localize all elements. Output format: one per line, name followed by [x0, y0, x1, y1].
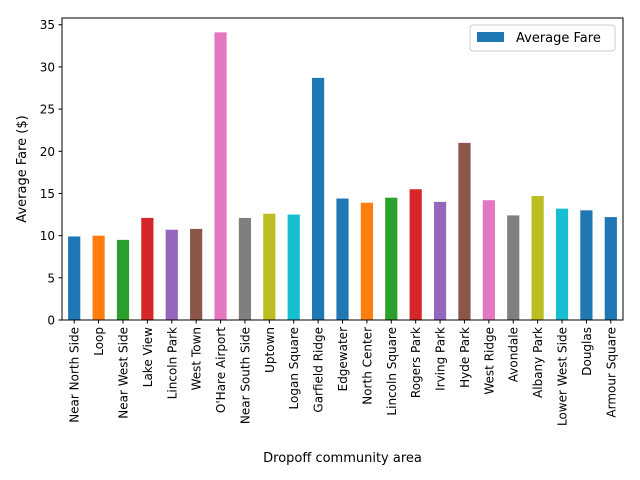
x-tick-label: Douglas — [580, 327, 594, 376]
x-tick-label: Garfield Ridge — [312, 327, 326, 413]
y-tick-label: 5 — [47, 271, 55, 285]
bar — [287, 214, 300, 320]
x-tick-label: Avondale — [507, 327, 521, 382]
bar — [312, 77, 325, 320]
bar — [385, 197, 398, 320]
y-tick-label: 25 — [40, 103, 55, 117]
bar — [141, 217, 154, 320]
y-tick-label: 20 — [40, 145, 55, 159]
bar — [238, 217, 252, 320]
legend-label: Average Fare — [516, 31, 601, 46]
bar — [458, 142, 471, 320]
bar — [214, 32, 227, 320]
legend-swatch — [477, 32, 504, 42]
x-tick-label: Armour Square — [604, 327, 618, 418]
bar — [507, 215, 520, 320]
x-tick-label: Rogers Park — [409, 327, 423, 398]
y-tick-label: 0 — [47, 314, 55, 328]
x-tick-label: Hyde Park — [458, 327, 472, 388]
y-tick-label: 35 — [40, 18, 55, 32]
x-tick-label: Near West Side — [116, 327, 130, 419]
bar — [531, 195, 544, 320]
x-tick-label: Near North Side — [68, 327, 82, 423]
legend: Average Fare — [469, 24, 616, 52]
x-tick-label: Lake View — [141, 327, 155, 387]
x-tick-label: Uptown — [263, 327, 277, 373]
bar — [92, 235, 105, 320]
x-tick-label: Lincoln Park — [165, 327, 179, 399]
x-tick-label: Lincoln Square — [385, 327, 399, 416]
bar — [165, 229, 178, 320]
bar — [263, 213, 276, 320]
bar — [555, 208, 569, 320]
bar — [116, 239, 130, 320]
x-tick-label: North Center — [360, 327, 374, 405]
y-tick-label: 30 — [40, 60, 55, 74]
plot-frame — [61, 17, 624, 321]
x-tick-label: Loop — [92, 327, 106, 356]
bars-group — [68, 32, 617, 320]
bar — [604, 217, 617, 320]
bar — [190, 228, 203, 320]
y-tick-label: 10 — [40, 229, 55, 243]
y-tick-label: 15 — [40, 187, 55, 201]
x-tick-label: Lower West Side — [556, 327, 570, 426]
bar — [433, 201, 447, 320]
x-tick-label: West Town — [190, 327, 204, 390]
x-tick-label: Albany Park — [531, 327, 545, 398]
x-tick-label: Near South Side — [238, 327, 252, 424]
x-tick-label: Irving Park — [434, 327, 448, 391]
x-axis-label: Dropoff community area — [263, 451, 422, 466]
bar — [68, 236, 81, 320]
bar — [580, 210, 593, 320]
x-tick-label: Logan Square — [287, 327, 301, 409]
x-tick-label: Edgewater — [336, 327, 350, 391]
y-axis-ticks: 0 5 10 15 20 25 30 35 — [40, 18, 62, 328]
y-axis-label: Average Fare ($) — [15, 115, 30, 222]
bar — [482, 200, 495, 320]
bar — [360, 202, 373, 320]
x-axis-ticks: Near North Side Loop Near West Side Lake Vi… — [68, 320, 618, 426]
bar — [336, 198, 349, 320]
x-tick-label: West Ridge — [482, 327, 496, 395]
legend-box — [469, 24, 616, 52]
x-tick-label: O'Hare Airport — [214, 327, 228, 413]
bar — [409, 189, 422, 320]
